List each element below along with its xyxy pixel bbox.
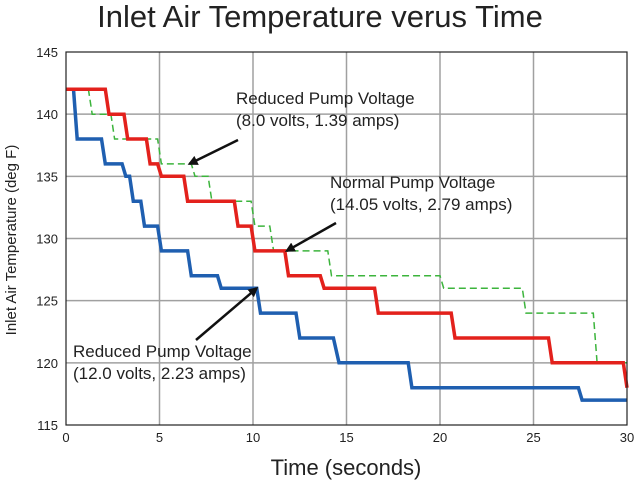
x-tick-label: 15 <box>339 430 353 445</box>
x-tick-label: 30 <box>620 430 634 445</box>
y-tick-label: 115 <box>37 418 58 433</box>
y-tick-label: 130 <box>36 232 58 247</box>
series-line-0 <box>66 87 627 402</box>
annotations: Reduced Pump Voltage (8.0 volts, 1.39 amp… <box>73 89 512 383</box>
x-tick-label: 5 <box>156 430 163 445</box>
y-tick-label: 135 <box>36 169 58 184</box>
x-tick-label: 20 <box>433 430 447 445</box>
annotation-text: Reduced Pump Voltage <box>73 342 252 361</box>
tick-labels: 0 5 10 15 20 25 30 115 120 125 130 135 140 145 <box>36 45 634 445</box>
annotation-text: (12.0 volts, 2.23 amps) <box>73 364 246 383</box>
plot-border <box>65 51 628 426</box>
x-axis-title: Time (seconds) <box>271 455 422 480</box>
y-tick-label: 120 <box>36 356 58 371</box>
chart-title: Inlet Air Temperature verus Time <box>97 0 543 34</box>
series-line-1 <box>66 87 629 388</box>
series-line-2 <box>66 88 627 364</box>
annotation-text: (8.0 volts, 1.39 amps) <box>236 111 399 130</box>
series-layer <box>66 87 629 402</box>
x-tick-label: 10 <box>246 430 260 445</box>
annotation-arrow <box>284 221 337 253</box>
annotation-text: (14.05 volts, 2.79 amps) <box>330 195 512 214</box>
annotation-text: Normal Pump Voltage <box>330 173 495 192</box>
y-axis-title: Inlet Air Temperature (deg F) <box>3 145 20 336</box>
annotation-text: Reduced Pump Voltage <box>236 89 415 108</box>
annotation-arrow <box>187 138 239 166</box>
annotation-arrow <box>195 286 259 341</box>
y-tick-label: 145 <box>36 45 58 60</box>
x-tick-label: 0 <box>62 430 69 445</box>
y-tick-label: 140 <box>36 107 58 122</box>
x-tick-label: 25 <box>526 430 540 445</box>
y-tick-label: 125 <box>36 294 58 309</box>
